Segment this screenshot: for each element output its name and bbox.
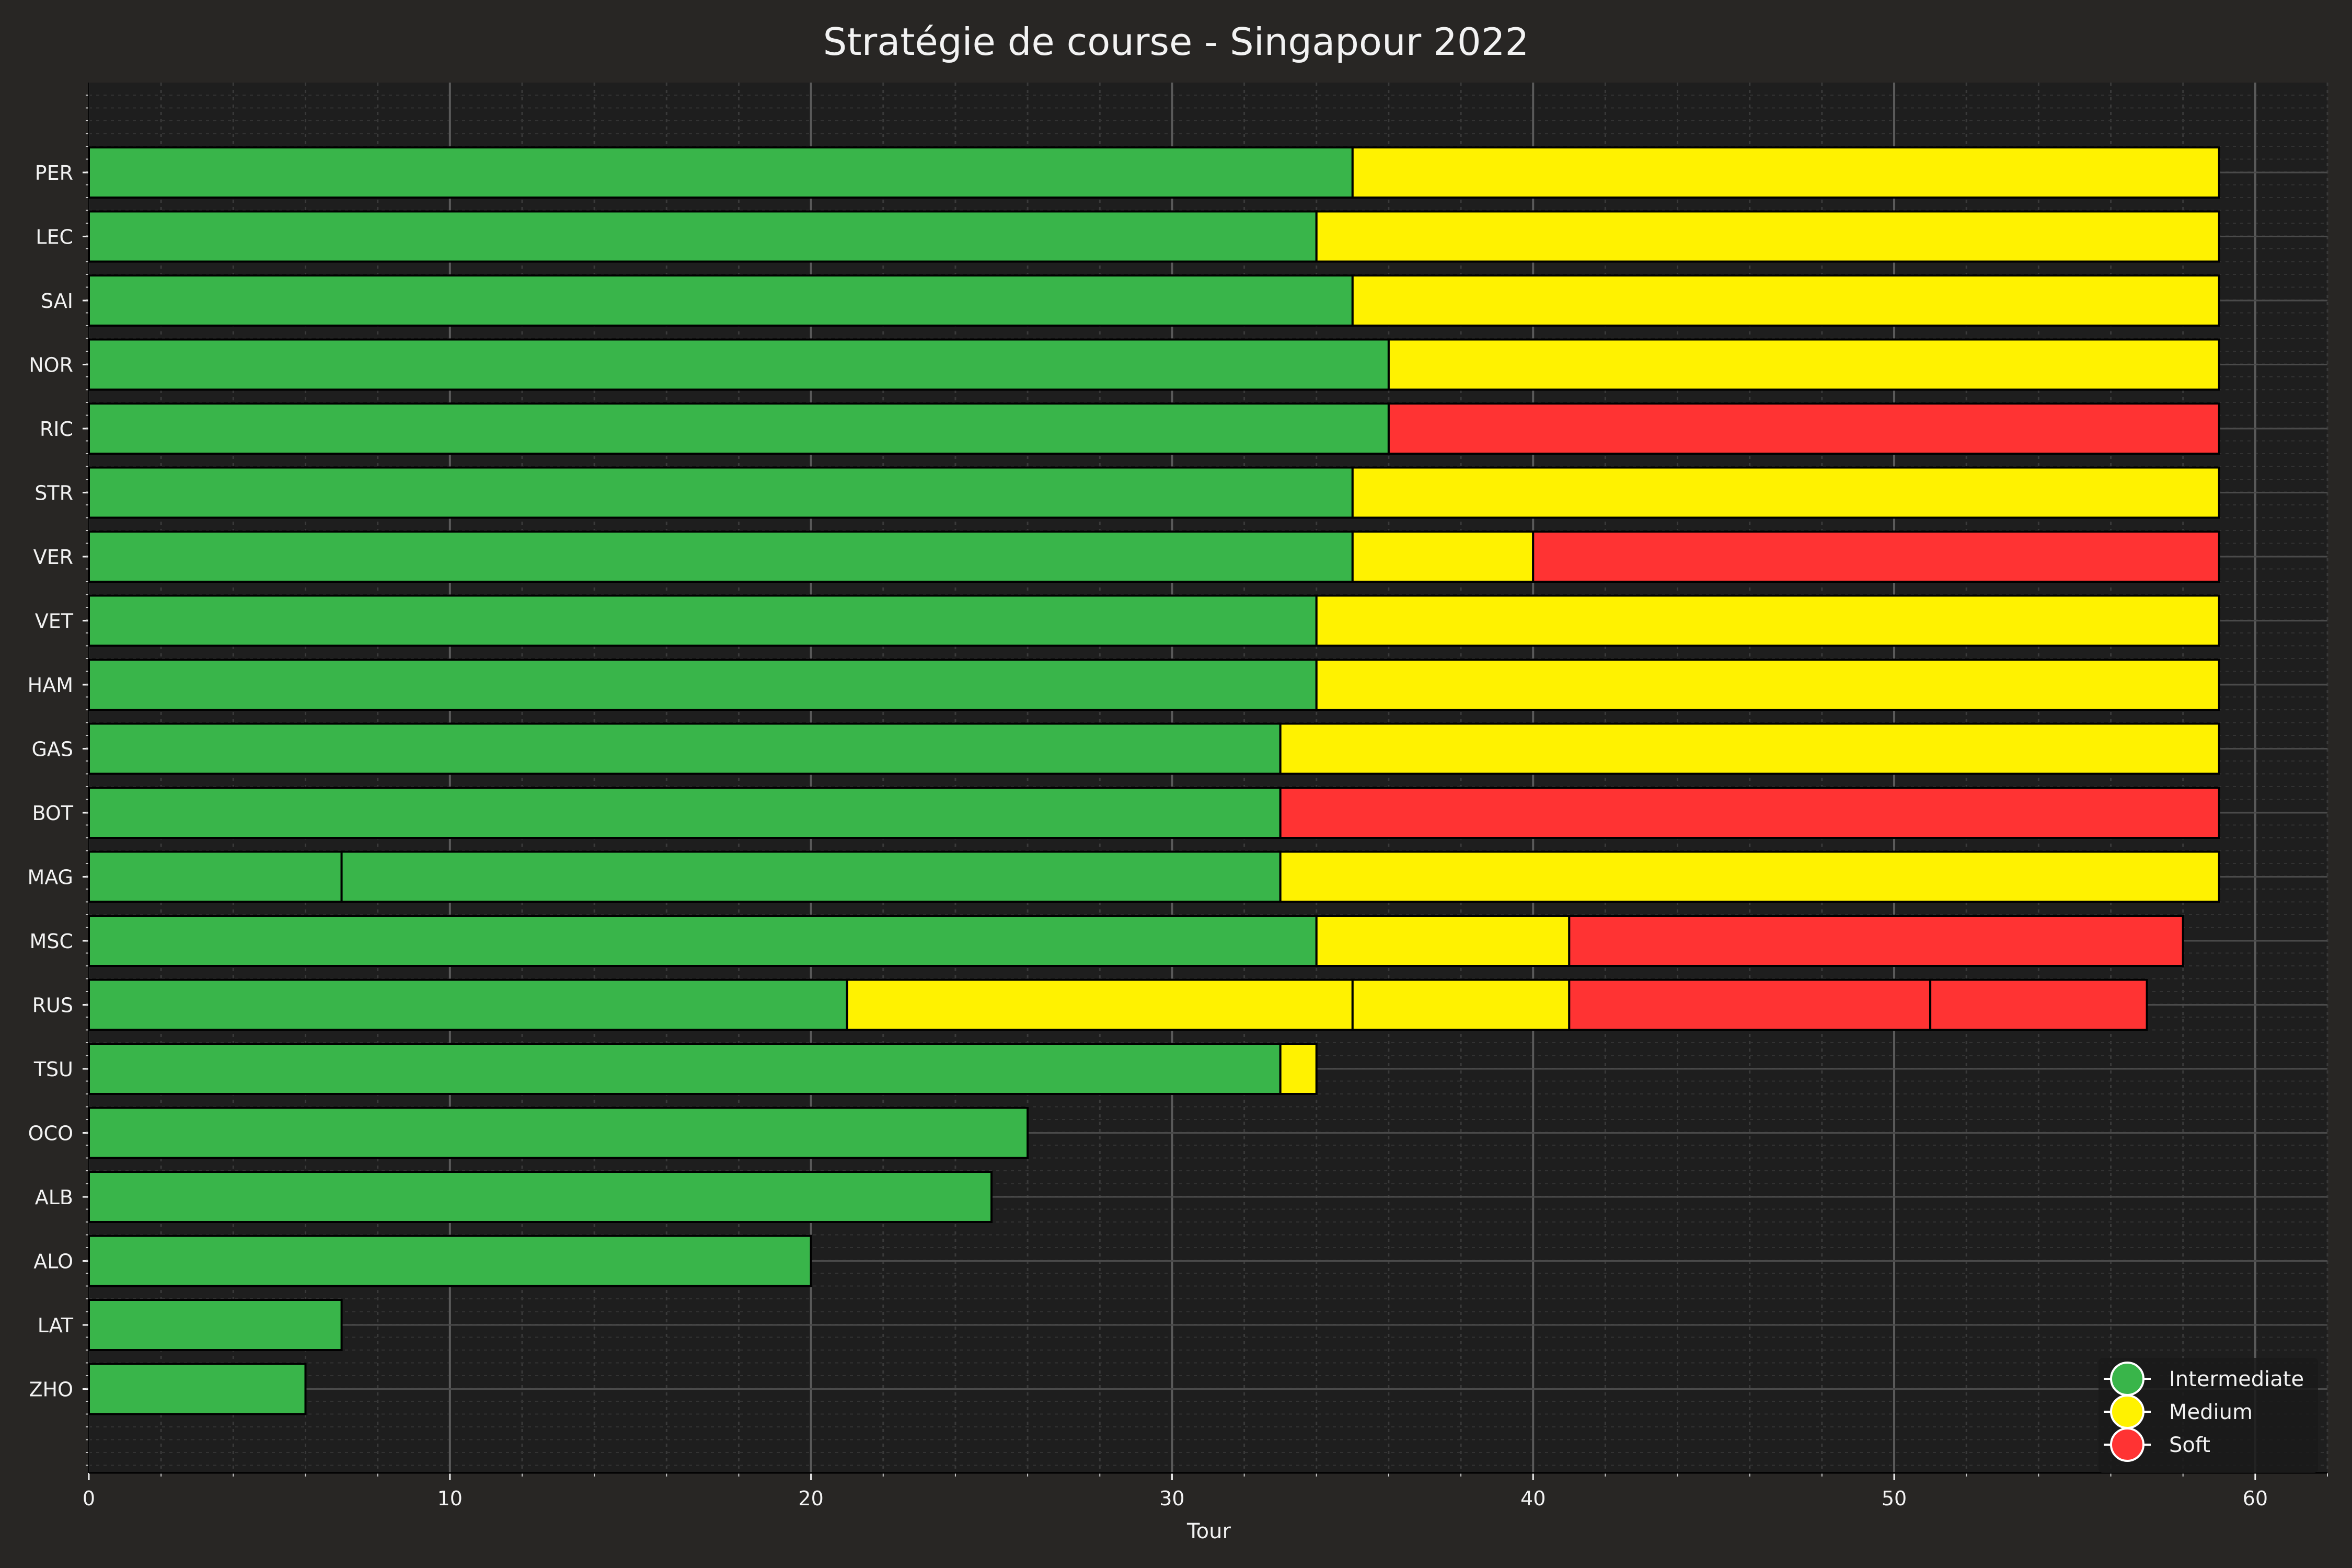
- x-tick-label: 50: [1882, 1487, 1907, 1510]
- stint-bar-per: [88, 146, 1354, 199]
- stint-bar-gas: [1279, 722, 2220, 775]
- y-tick-label: LAT: [38, 1314, 74, 1337]
- stint-bar-vet: [88, 594, 1318, 647]
- legend-label: Soft: [2169, 1433, 2210, 1457]
- x-tick-label: 60: [2243, 1487, 2268, 1510]
- y-tick-label: PER: [35, 162, 73, 185]
- legend-label: Medium: [2169, 1400, 2253, 1424]
- stint-bar-ver: [1351, 531, 1535, 583]
- stint-bar-bot: [88, 787, 1282, 839]
- x-tick-label: 0: [83, 1487, 95, 1510]
- y-tick-label: GAS: [31, 738, 73, 761]
- legend-marker-medium: [2110, 1394, 2145, 1429]
- stint-bar-alo: [88, 1235, 812, 1287]
- stint-bar-vet: [1315, 594, 2220, 647]
- legend: Intermediate Medium Soft: [2099, 1358, 2318, 1473]
- stint-bar-rus: [846, 978, 1354, 1031]
- stint-bar-ham: [88, 659, 1318, 711]
- stint-bar-oco: [88, 1106, 1029, 1159]
- stint-bar-tsu: [88, 1043, 1282, 1095]
- stint-bar-lec: [88, 210, 1318, 263]
- stint-bar-nor: [1387, 338, 2220, 391]
- stint-bar-ver: [1532, 531, 2220, 583]
- stint-bar-msc: [88, 915, 1318, 967]
- stint-bar-ric: [88, 402, 1390, 455]
- stint-bar-mag: [340, 850, 1282, 903]
- stint-bar-rus: [1351, 978, 1571, 1031]
- stint-bar-str: [1351, 466, 2220, 519]
- stint-bar-sai: [88, 274, 1354, 327]
- y-tick-label: ALB: [35, 1186, 73, 1209]
- y-tick-label: BOT: [32, 802, 73, 825]
- stint-bar-lec: [1315, 210, 2220, 263]
- stint-bar-bot: [1279, 787, 2220, 839]
- stint-bar-ham: [1315, 659, 2220, 711]
- x-tick-label: 30: [1159, 1487, 1184, 1510]
- stint-bar-nor: [88, 338, 1390, 391]
- stint-bar-rus: [88, 978, 848, 1031]
- stint-bar-lat: [88, 1299, 343, 1351]
- stint-bar-alb: [88, 1171, 993, 1223]
- y-tick-label: NOR: [29, 354, 73, 377]
- stint-bar-zho: [88, 1363, 307, 1415]
- stint-bar-msc: [1568, 915, 2184, 967]
- stint-bar-rus: [1568, 978, 1932, 1031]
- stint-bar-tsu: [1279, 1043, 1318, 1095]
- y-tick-label: VER: [33, 546, 73, 569]
- stint-bar-per: [1351, 146, 2220, 199]
- x-tick-label: 20: [798, 1487, 823, 1510]
- stint-bar-ver: [88, 531, 1354, 583]
- stint-bar-sai: [1351, 274, 2220, 327]
- y-tick-label: MSC: [30, 930, 73, 953]
- bars: [88, 146, 2220, 1415]
- axes: PER LEC SAI NOR RIC STR VER VET HAM GAS BOT MAG MSC R…: [27, 83, 2328, 1510]
- stint-bar-mag: [1279, 850, 2220, 903]
- y-tick-label: MAG: [27, 866, 73, 889]
- y-tick-label: RIC: [40, 418, 73, 441]
- y-tick-label: RUS: [32, 994, 73, 1017]
- x-tick-label: 40: [1520, 1487, 1546, 1510]
- y-tick-label: LEC: [36, 226, 73, 249]
- y-tick-label: SAI: [41, 290, 73, 313]
- x-tick-label: 10: [437, 1487, 463, 1510]
- stint-bar-ric: [1387, 402, 2220, 455]
- stint-bar-msc: [1315, 915, 1571, 967]
- stint-bar-rus: [1929, 978, 2148, 1031]
- legend-label: Intermediate: [2169, 1367, 2304, 1391]
- y-tick-label: ALO: [33, 1250, 73, 1273]
- y-tick-label: OCO: [28, 1122, 73, 1145]
- chart-title: Stratégie de course - Singapour 2022: [823, 20, 1529, 64]
- x-axis-label: Tour: [1186, 1519, 1231, 1543]
- y-tick-label: TSU: [33, 1058, 73, 1081]
- legend-marker-intermediate: [2110, 1362, 2145, 1396]
- stint-bar-mag: [88, 850, 343, 903]
- y-tick-label: HAM: [28, 674, 73, 697]
- stint-bar-str: [88, 466, 1354, 519]
- y-tick-label: STR: [34, 482, 73, 505]
- legend-marker-soft: [2110, 1427, 2145, 1462]
- stint-bar-gas: [88, 722, 1282, 775]
- y-tick-label: VET: [35, 610, 74, 633]
- legend-box: [2099, 1358, 2318, 1473]
- y-tick-label: ZHO: [29, 1378, 73, 1401]
